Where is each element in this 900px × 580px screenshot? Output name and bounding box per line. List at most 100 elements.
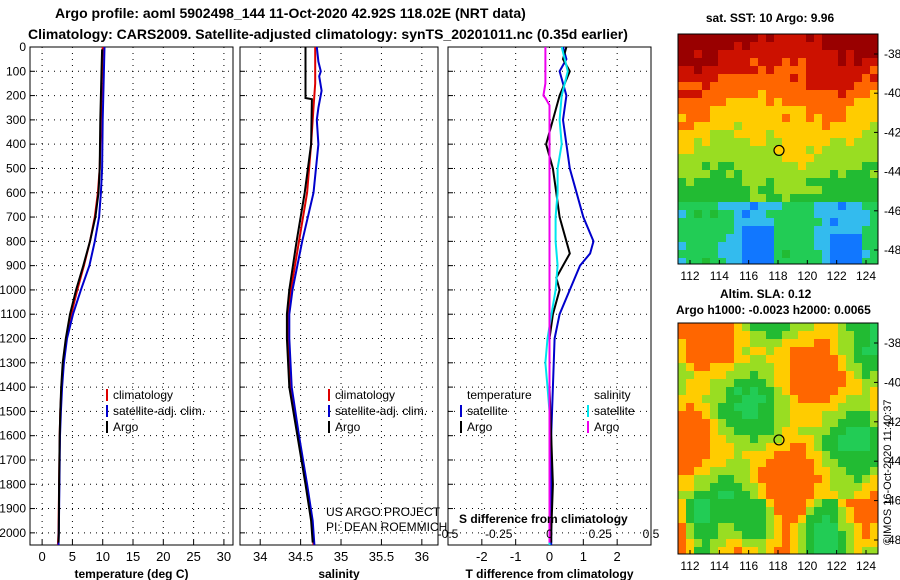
sla-cell [694,451,703,460]
sla-cell [870,547,878,554]
sla-cell [854,435,863,444]
sst-cell [702,170,711,179]
sst-cell [798,82,807,91]
sst-cell [694,58,703,67]
sst-cell [782,178,791,187]
sst-cell [790,98,799,107]
sla-cell [806,547,815,554]
sla-cell [822,419,831,428]
sla-cell [734,387,743,396]
sst-cell [710,170,719,179]
sla-cell [854,515,863,524]
sst-cell [702,146,711,155]
sst-cell [830,114,839,123]
sla-xtick-label: 120 [797,559,817,573]
sla-cell [678,539,687,548]
sla-cell [806,419,815,428]
sla-cell [694,435,703,444]
sst-cell [830,178,839,187]
sla-cell [806,339,815,348]
sst-cell [854,146,863,155]
sla-cell [742,507,751,516]
sst-cell [686,130,695,139]
sst-cell [678,122,687,131]
sla-cell [710,435,719,444]
sst-cell [822,34,831,43]
sla-cell [838,539,847,548]
sla-cell [702,331,711,340]
sst-cell [830,130,839,139]
sst-cell [838,130,847,139]
sst-cell [862,58,871,67]
sst-cell [774,122,783,131]
sst-cell [798,74,807,83]
sst-cell [838,202,847,211]
sla-cell [782,379,791,388]
sla-cell [686,531,695,540]
sla-cell [758,435,767,444]
sst-cell [790,162,799,171]
sla-cell [854,459,863,468]
sla-cell [750,371,759,380]
sla-cell [790,427,799,436]
sla-xtick-label: 122 [827,559,847,573]
sst-cell [806,178,815,187]
sst-cell [830,58,839,67]
sla-cell [830,539,839,548]
salinity-xtick-label: 34 [253,549,267,564]
sla-cell [798,443,807,452]
sla-cell [814,507,823,516]
sst-cell [678,226,687,235]
sla-cell [742,459,751,468]
sst-cell [830,170,839,179]
sst-cell [694,194,703,203]
sst-cell [798,146,807,155]
sla-cell [686,363,695,372]
sst-cell [726,34,735,43]
sla-cell [758,387,767,396]
sla-cell [870,459,878,468]
sla-cell [726,331,735,340]
sst-cell [726,226,735,235]
sst-cell [854,154,863,163]
sst-cell [750,154,759,163]
sst-cell [678,82,687,91]
sla-cell [862,459,871,468]
sst-cell [806,170,815,179]
sla-cell [822,539,831,548]
sst-cell [790,202,799,211]
sla-cell [742,355,751,364]
sst-cell [862,218,871,227]
sla-cell [806,371,815,380]
sla-cell [870,539,878,548]
sla-cell [870,323,878,332]
sla-cell [798,355,807,364]
sst-cell [766,34,775,43]
sst-cell [830,138,839,147]
sla-cell [854,539,863,548]
sst-cell [774,98,783,107]
sst-cell [774,210,783,219]
sla-cell [702,523,711,532]
sst-cell [702,218,711,227]
sla-cell [870,411,878,420]
sst-cell [798,162,807,171]
sla-cell [718,347,727,356]
sst-xtick-label: 116 [739,269,758,283]
sst-ytick-label: -42 [884,125,900,139]
sla-cell [718,451,727,460]
sst-cell [862,186,871,195]
sla-xtick-label: 114 [710,559,729,573]
sst-cell [702,82,711,91]
sla-cell [726,443,735,452]
sst-cell [726,66,735,75]
sla-cell [806,451,815,460]
sst-cell [702,242,711,251]
sst-cell [766,178,775,187]
sst-cell [734,138,743,147]
sst-cell [726,250,735,259]
sst-cell [798,170,807,179]
sla-cell [846,363,855,372]
sst-cell [846,50,855,59]
sla-cell [790,539,799,548]
